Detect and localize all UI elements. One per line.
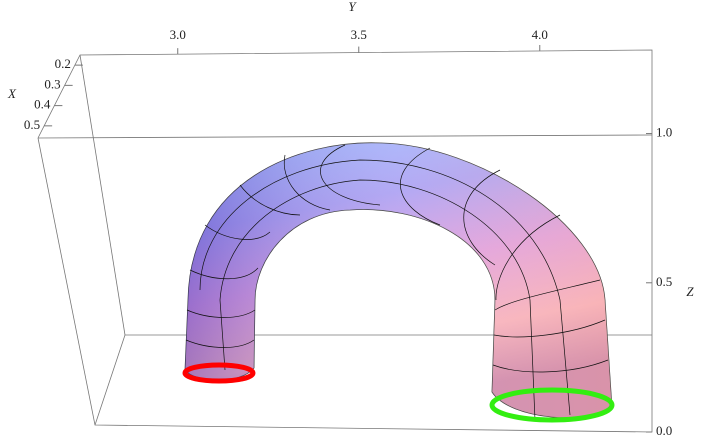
x-tick-label: 0.3 [44,76,60,91]
z-axis-label: Z [686,284,694,299]
y-tick-label: 3.0 [170,27,186,42]
surface [184,142,613,421]
x-tick-label: 0.5 [24,117,40,132]
z-tick-label: 1.0 [656,125,672,140]
y-tick-label: 4.0 [532,27,548,42]
start-ring [182,362,256,384]
end-ring [489,387,615,423]
z-tick-label: 0.5 [656,274,672,289]
x-axis-label: X [7,86,17,101]
y-axis-label: Y [348,0,357,14]
x-tick-label: 0.4 [34,97,51,112]
y-tick-label: 3.5 [351,27,367,42]
x-tick-label: 0.2 [55,56,71,71]
z-tick-label: 0.0 [656,423,672,438]
